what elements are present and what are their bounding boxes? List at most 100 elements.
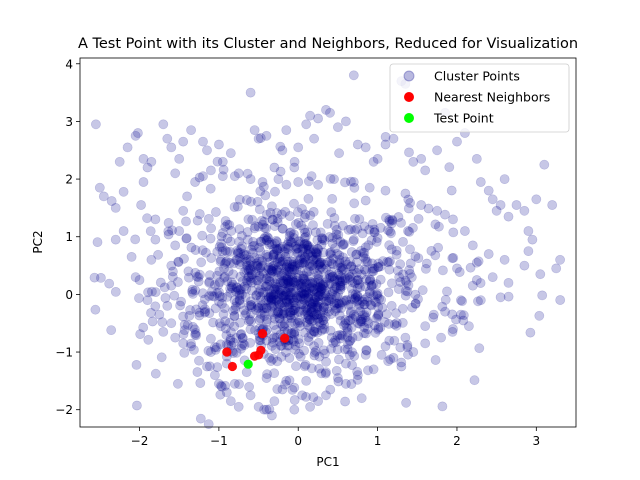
cluster-point [279,318,290,329]
cluster-point [325,173,336,184]
cluster-point [218,164,229,175]
cluster-point [172,277,183,287]
cluster-point [391,245,402,256]
cluster-point [325,325,336,336]
cluster-point [225,148,236,158]
cluster-point [167,266,178,277]
cluster-point [261,404,272,415]
cluster-point [279,301,290,312]
y-axis-label: PC2 [31,230,45,253]
cluster-point [531,194,542,205]
cluster-point [283,241,294,252]
cluster-point [364,224,375,235]
cluster-point [467,280,478,291]
cluster-point [282,239,293,250]
cluster-point [294,279,304,290]
cluster-point [280,278,291,289]
cluster-point [340,358,351,369]
cluster-point [354,302,364,313]
cluster-point [204,276,215,287]
cluster-point [321,105,331,115]
cluster-point [212,288,223,298]
cluster-point [283,236,294,247]
cluster-point [270,344,281,354]
cluster-point [266,294,277,305]
cluster-point [229,321,240,332]
cluster-point [313,396,323,406]
cluster-point [134,275,145,285]
cluster-point [274,292,285,302]
cluster-point [257,255,268,266]
cluster-point [335,284,346,295]
cluster-point [292,207,303,217]
cluster-point [393,284,404,294]
cluster-point [241,308,251,319]
cluster-point [333,354,344,365]
cluster-point [299,299,310,309]
cluster-point [359,322,370,333]
cluster-point [245,196,256,207]
cluster-point [314,290,325,301]
cluster-point [335,280,345,291]
cluster-point [345,299,356,310]
cluster-point [503,211,514,222]
cluster-point [179,319,190,330]
cluster-point [282,275,293,285]
cluster-point [266,201,277,212]
cluster-point [267,337,278,348]
cluster-point [251,290,262,300]
cluster-point [369,227,380,238]
cluster-point [234,259,245,270]
cluster-point [222,233,233,244]
cluster-point [386,228,396,239]
cluster-point [300,293,311,304]
cluster-point [189,324,200,335]
cluster-point [277,241,288,252]
cluster-point [437,401,448,412]
cluster-point [315,319,326,330]
cluster-point [283,244,294,254]
cluster-point [235,299,246,309]
cluster-point [375,322,386,333]
cluster-point [324,292,335,303]
cluster-point [272,244,283,255]
cluster-point [337,280,348,291]
cluster-point [299,361,310,372]
cluster-point [305,276,316,287]
cluster-point [198,171,208,182]
cluster-point [197,288,208,299]
cluster-point [244,271,255,282]
cluster-point [305,307,316,318]
cluster-point [147,316,158,327]
cluster-point [264,239,275,250]
cluster-point [272,265,283,276]
cluster-point [106,325,117,335]
cluster-point [299,224,310,235]
cluster-point [211,342,222,353]
cluster-point [535,269,546,280]
cluster-point [289,305,299,316]
cluster-point [200,306,211,317]
cluster-point [448,324,458,334]
cluster-point [110,286,121,297]
cluster-point [331,229,342,240]
cluster-point [154,309,165,320]
cluster-point [353,295,364,305]
cluster-point [225,246,235,257]
cluster-point [282,259,292,270]
cluster-point [271,208,282,218]
cluster-point [298,294,309,305]
cluster-point [342,327,353,337]
cluster-point [273,261,284,272]
cluster-point [309,350,320,361]
cluster-point [325,272,336,283]
cluster-point [231,333,241,343]
cluster-point [231,254,241,265]
cluster-point [373,310,384,321]
cluster-point [150,301,161,312]
cluster-point [282,297,293,308]
cluster-point [254,256,265,267]
cluster-point [138,153,149,164]
cluster-point [181,233,192,243]
cluster-point [278,309,289,320]
